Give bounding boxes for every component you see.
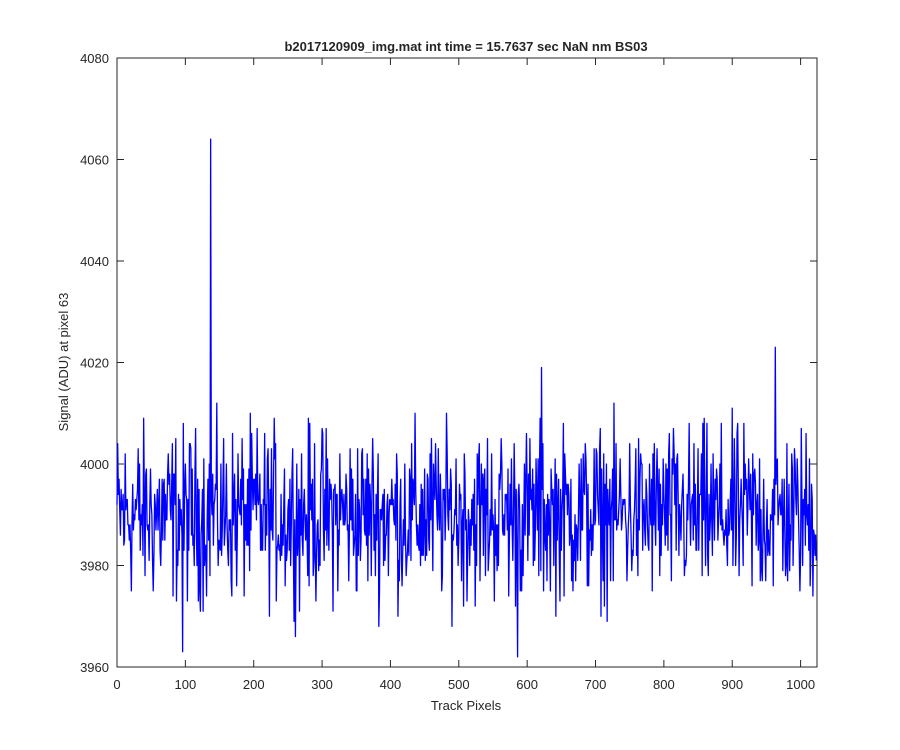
x-tick-label: 700 bbox=[585, 677, 607, 692]
y-tick-label: 3960 bbox=[80, 660, 109, 675]
x-tick-label: 300 bbox=[311, 677, 333, 692]
y-tick-label: 4040 bbox=[80, 254, 109, 269]
x-tick-label: 600 bbox=[516, 677, 538, 692]
y-ticks: 3960 3980 4000 4020 4040 4060 4080 bbox=[80, 51, 817, 675]
x-ticks: 0 100 200 300 400 500 600 700 800 900 1000 bbox=[113, 58, 815, 692]
plot-title: b2017120909_img.mat int time = 15.7637 s… bbox=[284, 39, 647, 54]
x-tick-label: 500 bbox=[448, 677, 470, 692]
x-tick-label: 200 bbox=[243, 677, 265, 692]
y-axis-label: Signal (ADU) at pixel 63 bbox=[56, 293, 71, 432]
x-axis-label: Track Pixels bbox=[431, 698, 502, 713]
signal-line bbox=[116, 138, 817, 658]
y-tick-label: 4020 bbox=[80, 356, 109, 371]
y-tick-label: 4000 bbox=[80, 457, 109, 472]
y-tick-label: 4060 bbox=[80, 153, 109, 168]
x-tick-label: 400 bbox=[380, 677, 402, 692]
x-tick-label: 800 bbox=[653, 677, 675, 692]
x-tick-label: 100 bbox=[175, 677, 197, 692]
plot-area: 0 100 200 300 400 500 600 700 800 900 1000 3960 398… bbox=[80, 51, 818, 692]
y-tick-label: 4080 bbox=[80, 51, 109, 66]
x-tick-label: 900 bbox=[721, 677, 743, 692]
y-tick-label: 3980 bbox=[80, 559, 109, 574]
x-tick-label: 1000 bbox=[786, 677, 815, 692]
x-tick-label: 0 bbox=[113, 677, 120, 692]
